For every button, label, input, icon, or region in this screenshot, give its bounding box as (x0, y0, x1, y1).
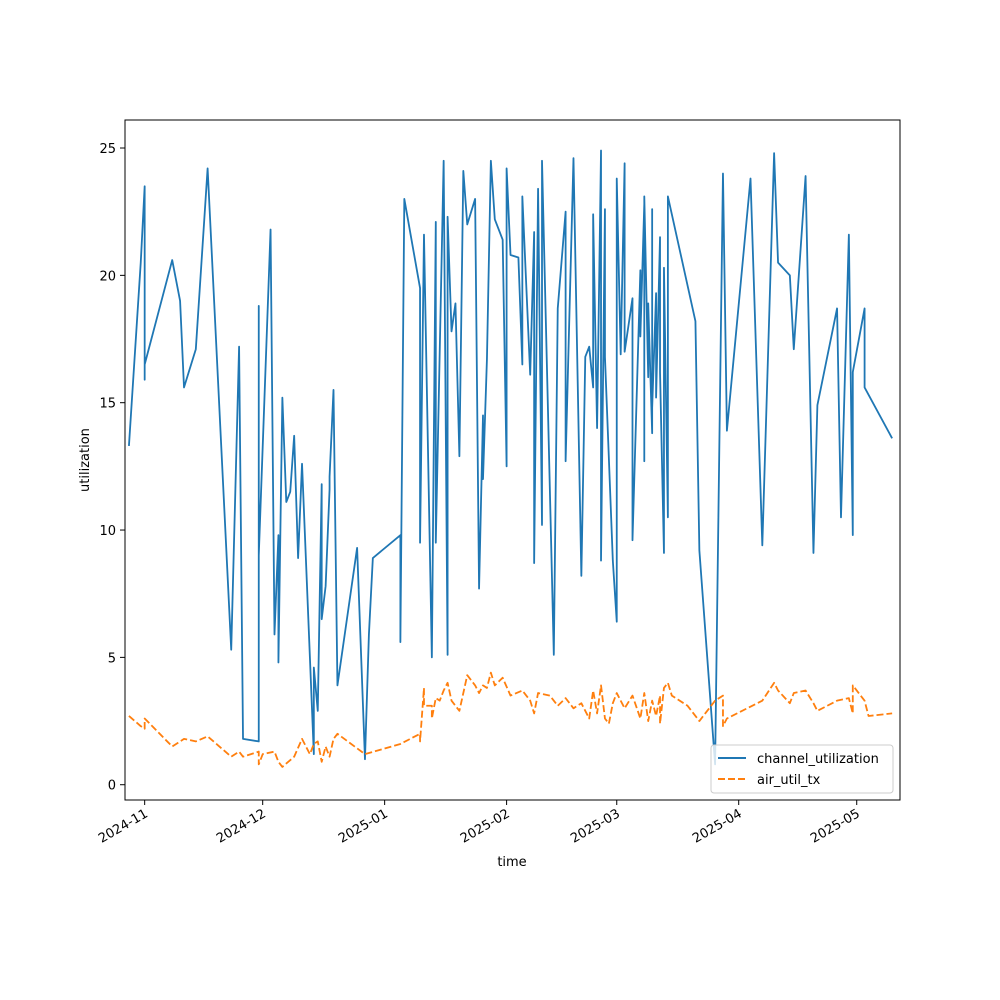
series-line-air-util-tx (128, 671, 893, 768)
legend-label-channel-utilization: channel_utilization (757, 752, 879, 767)
legend: channel_utilization air_util_tx (710, 744, 894, 794)
y-tick-label: 20 (99, 269, 116, 284)
y-tick-label: 15 (99, 397, 116, 412)
y-tick-label: 0 (108, 779, 116, 794)
y-axis: 0 5 10 15 20 25 (99, 142, 125, 794)
y-tick-label: 10 (99, 524, 116, 539)
y-tick-label: 25 (99, 142, 116, 157)
plot-area (125, 120, 900, 800)
legend-label-air-util-tx: air_util_tx (757, 773, 821, 788)
series-layer (128, 149, 893, 768)
y-axis-label: utilization (78, 428, 93, 492)
series-line-channel-utilization (128, 149, 893, 766)
plot-frame (124, 119, 901, 801)
x-axis-label: time (497, 855, 526, 870)
legend-box (710, 744, 894, 794)
y-tick-label: 5 (108, 651, 116, 666)
